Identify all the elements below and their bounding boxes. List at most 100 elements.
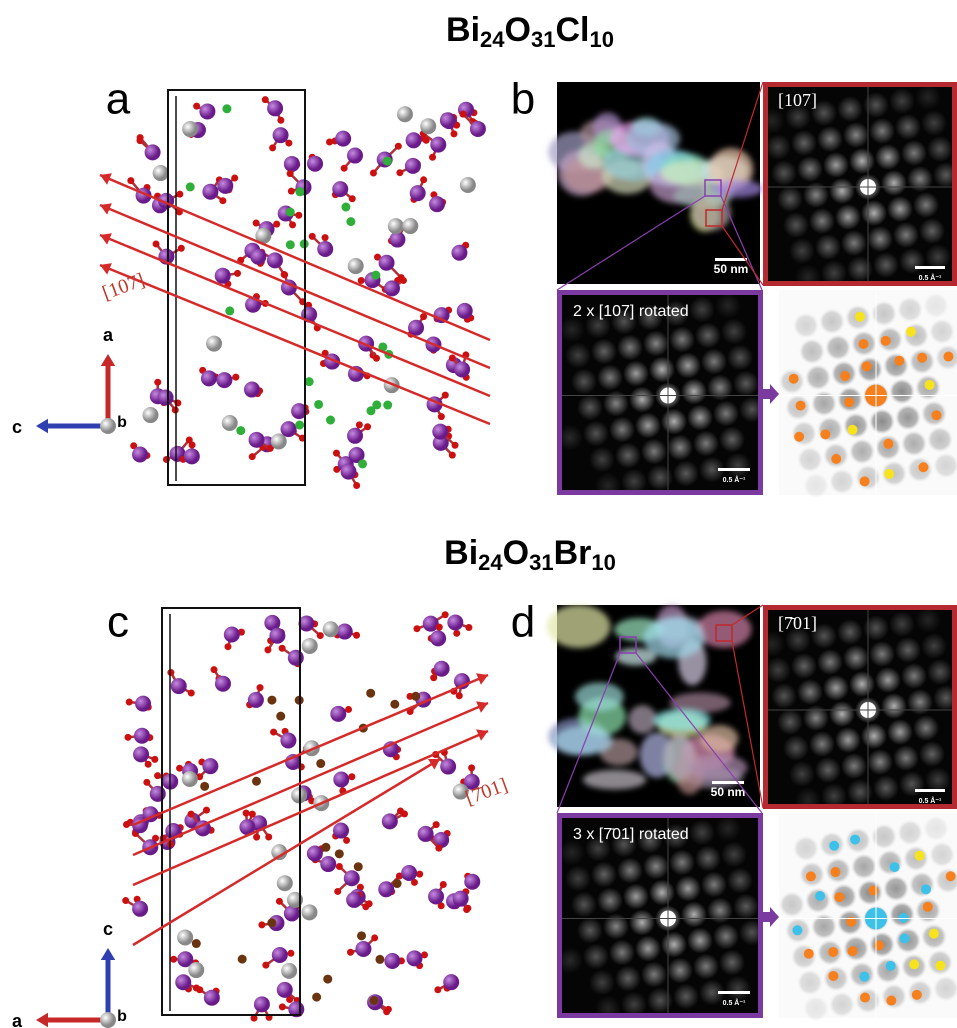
halide-atom — [323, 975, 332, 984]
arrow-head — [101, 948, 115, 960]
spot — [871, 301, 897, 327]
formula-subscript: 31 — [529, 550, 553, 575]
spot — [869, 409, 895, 435]
halide-atom — [192, 939, 201, 948]
spot — [875, 144, 901, 170]
oxygen-atom — [317, 632, 324, 639]
index-dot — [883, 439, 893, 449]
halide-atom — [267, 696, 276, 705]
bismuth-atom — [248, 692, 264, 708]
bismuth-atom — [244, 382, 260, 398]
bismuth-atom — [250, 249, 266, 265]
index-dot — [918, 462, 928, 472]
formula-subscript: 10 — [589, 27, 613, 52]
spot — [779, 892, 805, 918]
spot — [803, 182, 829, 208]
bismuth-atom — [269, 628, 285, 644]
spot — [719, 427, 745, 453]
bismuth-atom — [430, 630, 446, 646]
index-dot — [890, 862, 900, 872]
oxygen-atom — [127, 177, 134, 184]
bismuth-atom — [184, 448, 200, 464]
spot — [629, 387, 655, 413]
spot — [617, 858, 643, 884]
oxygen-atom — [465, 624, 472, 631]
bismuth-atom — [330, 706, 346, 722]
bismuth-atom — [332, 181, 348, 197]
spot — [867, 749, 893, 775]
oxygen-atom — [398, 274, 405, 281]
bismuth-atom — [418, 826, 434, 842]
panel-label: b — [511, 75, 535, 124]
oxygen-atom — [258, 921, 265, 928]
halide-atom — [236, 426, 245, 435]
index-dot — [917, 353, 927, 363]
bismuth-atom — [132, 901, 148, 917]
bismuth-atom — [171, 678, 187, 694]
spot — [793, 313, 819, 339]
oxygen-atom — [232, 374, 239, 381]
index-dot — [834, 892, 844, 902]
oxygen-atom — [262, 96, 269, 103]
spot — [689, 820, 715, 846]
bismuth-atom — [254, 996, 270, 1012]
spot — [791, 653, 817, 679]
oxygen-atom — [137, 134, 144, 141]
formula-element: Bi — [444, 534, 478, 572]
oxygen-atom — [277, 117, 284, 124]
spot — [583, 944, 609, 970]
spot — [861, 723, 887, 749]
bismuth-atom — [335, 131, 351, 147]
particle-blob — [555, 726, 613, 755]
direction-label: [107] — [99, 269, 147, 304]
indexed-pattern — [779, 290, 957, 499]
oxygen-atom — [243, 810, 250, 817]
bismuth-atom — [346, 892, 362, 908]
formula-subscript: 24 — [478, 550, 503, 575]
bismuth-atom — [267, 100, 283, 116]
spot — [765, 134, 791, 160]
spot — [823, 675, 849, 701]
spot — [783, 735, 809, 761]
arrow-head — [36, 419, 48, 433]
spot — [589, 447, 615, 473]
oxygen-atom — [395, 143, 402, 150]
spot — [765, 657, 791, 683]
gray-atom — [206, 336, 222, 352]
spot — [889, 611, 915, 637]
spot — [727, 345, 753, 371]
spot — [875, 667, 901, 693]
bismuth-atom — [429, 196, 445, 212]
spot — [789, 761, 815, 787]
gray-atom — [302, 638, 318, 654]
spot — [823, 152, 849, 178]
spot — [647, 988, 673, 1014]
halide-atom — [286, 208, 295, 217]
oxygen-atom — [257, 684, 264, 691]
oxygen-atom — [373, 355, 380, 362]
gray-atom — [182, 121, 198, 137]
spot — [647, 465, 673, 491]
formula-element: O — [505, 11, 531, 49]
oxygen-atom — [188, 690, 195, 697]
index-dot — [915, 851, 925, 861]
gray-atom — [301, 904, 317, 920]
spot — [835, 727, 861, 753]
oxygen-atom — [279, 645, 286, 652]
index-dot — [796, 401, 806, 411]
oxygen-atom — [356, 421, 363, 428]
halide-atom — [375, 955, 384, 964]
spot — [913, 192, 939, 218]
bismuth-atom — [464, 874, 480, 890]
spot — [889, 88, 915, 114]
index-dot — [868, 886, 878, 896]
spot — [883, 353, 909, 379]
panel-label: d — [511, 598, 535, 647]
spot — [777, 709, 803, 735]
oxygen-atom — [463, 906, 470, 913]
spot — [615, 443, 641, 469]
spot — [907, 166, 933, 192]
oxygen-atom — [167, 669, 174, 676]
halide-atom — [383, 401, 392, 410]
spot — [681, 902, 707, 928]
